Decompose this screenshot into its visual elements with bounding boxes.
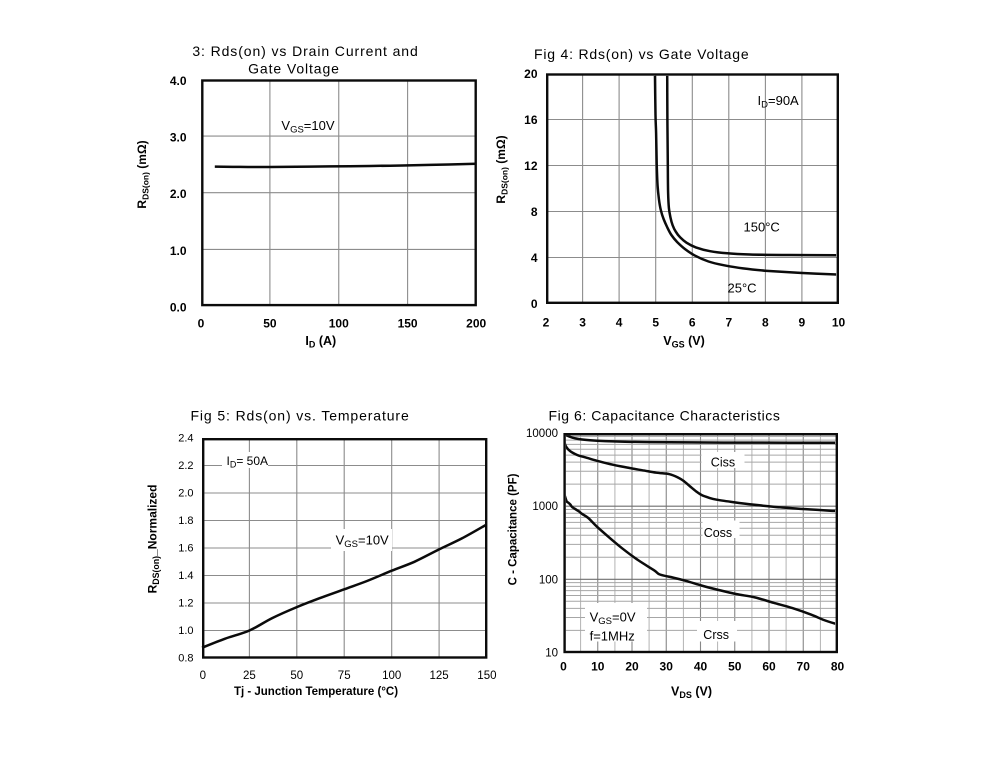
svg-text:3.0: 3.0 [170,131,187,145]
svg-text:7: 7 [725,316,732,330]
svg-text:3: Rds(on) vs Drain Current an: 3: Rds(on) vs Drain Current and [192,43,418,59]
svg-text:8: 8 [531,205,538,219]
svg-text:9: 9 [799,316,806,330]
svg-text:2.2: 2.2 [178,460,193,472]
svg-text:75: 75 [338,670,351,682]
svg-text:5: 5 [652,316,659,330]
svg-text:0: 0 [560,660,567,674]
svg-text:Fig 5: Rds(on) vs. Temperature: Fig 5: Rds(on) vs. Temperature [191,407,410,423]
svg-text:125: 125 [430,670,449,682]
svg-text:Fig 4: Rds(on) vs Gate Voltage: Fig 4: Rds(on) vs Gate Voltage [534,46,749,62]
svg-text:Tj - Junction Temperature (°C): Tj - Junction Temperature (°C) [234,686,398,698]
svg-text:1.6: 1.6 [178,543,193,555]
svg-text:10000: 10000 [526,428,558,440]
svg-text:0.0: 0.0 [170,301,187,315]
svg-text:20: 20 [524,67,538,81]
svg-text:4.0: 4.0 [170,74,187,88]
svg-text:25°C: 25°C [728,281,757,296]
svg-text:10: 10 [832,316,846,330]
svg-text:VGS=10V: VGS=10V [281,118,334,136]
svg-text:20: 20 [625,660,639,674]
svg-text:4: 4 [531,251,538,265]
svg-text:Crss: Crss [703,628,729,642]
svg-text:16: 16 [524,113,538,127]
svg-text:12: 12 [524,159,538,173]
svg-text:1.4: 1.4 [178,570,193,582]
svg-text:1.0: 1.0 [170,244,187,258]
svg-text:1.8: 1.8 [178,515,193,527]
svg-text:C - Capacitance (PF): C - Capacitance (PF) [508,473,520,585]
svg-text:6: 6 [689,316,696,330]
svg-text:2.4: 2.4 [178,433,193,445]
svg-text:150: 150 [477,670,496,682]
svg-text:10: 10 [591,660,605,674]
svg-text:25: 25 [243,670,256,682]
svg-text:0: 0 [198,317,205,331]
svg-text:50: 50 [263,317,277,331]
svg-text:Fig 6: Capacitance Characteris: Fig 6: Capacitance Characteristics [549,407,781,423]
svg-text:2.0: 2.0 [178,488,193,500]
svg-text:1.0: 1.0 [178,625,193,637]
svg-text:1.2: 1.2 [178,598,193,610]
svg-text:8: 8 [762,316,769,330]
svg-text:VGS=0V: VGS=0V [590,610,636,628]
svg-text:Ciss: Ciss [711,455,735,469]
svg-text:ID=90A: ID=90A [758,93,800,111]
svg-text:100: 100 [382,670,401,682]
svg-text:1000: 1000 [532,501,558,513]
svg-text:f=1MHz: f=1MHz [590,629,635,644]
svg-text:Gate Voltage: Gate Voltage [248,61,340,77]
svg-text:150: 150 [398,317,418,331]
svg-text:4: 4 [616,316,623,330]
svg-text:150°C: 150°C [744,220,780,235]
svg-text:0: 0 [200,670,206,682]
svg-text:VGS=10V: VGS=10V [336,532,389,550]
svg-text:100: 100 [539,574,558,586]
svg-text:Coss: Coss [704,526,732,540]
svg-text:VGS (V): VGS (V) [663,334,705,350]
svg-text:0: 0 [531,297,538,311]
svg-text:2: 2 [543,316,550,330]
svg-text:3: 3 [579,316,586,330]
svg-text:40: 40 [694,660,708,674]
svg-text:70: 70 [797,660,811,674]
svg-text:60: 60 [762,660,776,674]
svg-text:10: 10 [545,648,558,660]
svg-text:100: 100 [329,317,349,331]
svg-text:50: 50 [728,660,742,674]
svg-text:VDS (V): VDS (V) [671,685,712,701]
svg-text:200: 200 [466,317,486,331]
svg-text:0.8: 0.8 [178,653,193,665]
svg-text:50: 50 [290,670,303,682]
svg-text:30: 30 [660,660,674,674]
svg-text:2.0: 2.0 [170,187,187,201]
svg-text:80: 80 [831,660,845,674]
svg-text:ID= 50A: ID= 50A [227,454,269,469]
